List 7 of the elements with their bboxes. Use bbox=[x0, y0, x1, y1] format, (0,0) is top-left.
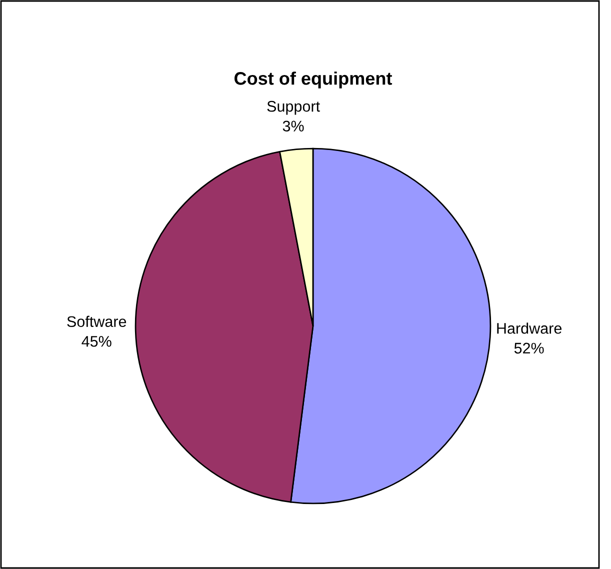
slice-label: Hardware bbox=[497, 322, 562, 334]
data-label: 3% bbox=[282, 120, 304, 132]
chart-title: Cost of equipment bbox=[234, 72, 392, 88]
slice-label: Software bbox=[67, 316, 126, 328]
data-label: 45% bbox=[82, 336, 112, 347]
slice-label: Support bbox=[267, 100, 320, 115]
data-label: 52% bbox=[514, 342, 544, 354]
